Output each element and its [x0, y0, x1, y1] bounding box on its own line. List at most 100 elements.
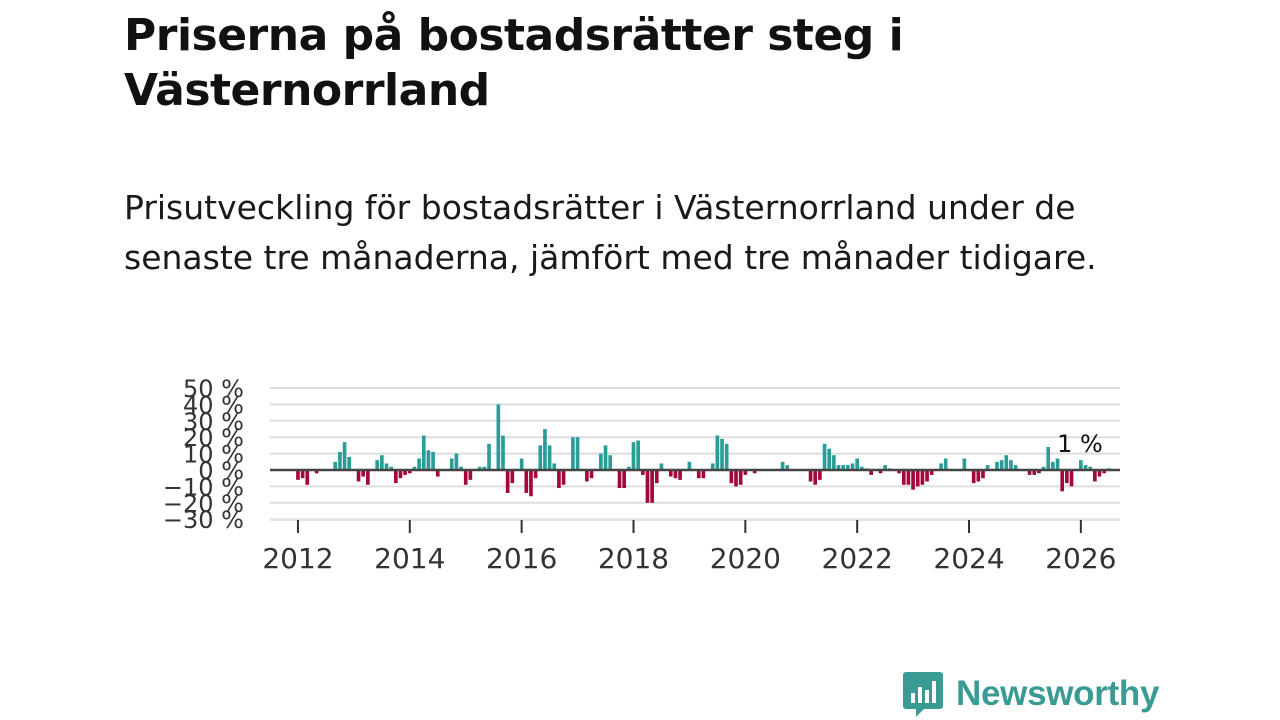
chart-title: Priserna på bostadsrätter steg i Västern… — [124, 10, 904, 116]
brand-name: Newsworthy — [956, 674, 1160, 713]
bar — [673, 470, 678, 479]
bar — [356, 470, 361, 482]
bar — [710, 463, 715, 470]
bar — [738, 470, 743, 485]
bar — [981, 470, 985, 479]
bar — [599, 453, 603, 470]
bar — [1060, 470, 1065, 492]
bar — [645, 470, 650, 503]
bar — [510, 470, 515, 484]
bar — [398, 470, 403, 479]
bar — [822, 443, 827, 470]
bar — [496, 404, 501, 470]
y-tick-label: −30 % — [163, 506, 244, 534]
bar — [407, 470, 412, 474]
y-tick-label: 40 % — [183, 391, 244, 419]
bar — [780, 461, 785, 470]
x-tick-label: 2020 — [710, 542, 781, 575]
bar — [589, 470, 594, 479]
bar — [850, 463, 855, 470]
bar — [678, 470, 682, 480]
bar — [687, 461, 692, 470]
bar — [603, 445, 608, 470]
x-tick-label: 2022 — [822, 542, 893, 575]
newsworthy-logo-icon — [903, 672, 943, 717]
y-tick-label: 10 % — [183, 441, 244, 469]
x-tick-label: 2012 — [262, 542, 333, 575]
bar — [533, 470, 538, 479]
bar — [627, 466, 631, 470]
bar — [654, 470, 659, 484]
bar — [836, 465, 841, 470]
bar — [333, 461, 338, 470]
bar — [734, 470, 738, 487]
bar — [608, 455, 613, 470]
bar — [659, 463, 664, 470]
bar — [696, 470, 701, 479]
bar — [426, 450, 431, 470]
bar — [1079, 460, 1083, 470]
bar — [883, 465, 887, 470]
bar — [920, 470, 925, 485]
bar — [1069, 470, 1074, 487]
bar — [743, 470, 748, 475]
bar — [1032, 470, 1037, 475]
bar — [976, 470, 981, 482]
bar — [911, 470, 915, 490]
bar — [785, 465, 790, 470]
bar — [901, 470, 906, 485]
bar — [617, 470, 622, 489]
y-axis-labels: 50 %40 %30 %20 %10 %0 %−10 %−20 %−30 % — [163, 375, 244, 534]
x-tick-label: 2024 — [933, 542, 1004, 575]
x-tick-label: 2018 — [598, 542, 669, 575]
bar — [524, 470, 529, 493]
bar — [543, 429, 547, 470]
bar — [855, 458, 859, 470]
bar — [650, 470, 654, 503]
x-tick-label: 2026 — [1045, 542, 1116, 575]
bar — [519, 458, 524, 470]
bar — [487, 443, 491, 470]
bar — [1037, 470, 1041, 474]
bar — [384, 463, 389, 470]
bar — [841, 465, 846, 470]
y-tick-label: 20 % — [183, 424, 244, 452]
bar — [869, 470, 873, 475]
bar — [943, 458, 948, 470]
y-tick-label: 0 % — [198, 457, 244, 485]
bar — [575, 437, 580, 470]
bar — [1097, 470, 1102, 477]
bar — [552, 463, 557, 470]
newsworthy-logo: Newsworthy — [902, 670, 1159, 718]
bar — [729, 470, 734, 484]
bar — [393, 470, 398, 484]
bar — [571, 437, 575, 470]
y-tick-label: 30 % — [183, 408, 244, 436]
bar — [827, 448, 832, 470]
bar — [305, 470, 310, 485]
bar — [1055, 458, 1060, 470]
bar — [724, 443, 729, 470]
x-tick-label: 2016 — [486, 542, 557, 575]
bar — [389, 466, 393, 470]
bar — [985, 465, 990, 470]
gridlines — [270, 387, 1120, 521]
bar — [477, 466, 482, 470]
y-tick-label: −20 % — [163, 490, 244, 518]
bar — [459, 466, 463, 470]
bar — [808, 470, 813, 482]
bar — [668, 470, 673, 477]
bar — [403, 470, 407, 475]
chart-subtitle: Prisutveckling för bostadsrätter i Väste… — [124, 188, 1097, 277]
bar — [421, 435, 426, 470]
bar — [431, 451, 435, 470]
bar — [929, 470, 934, 475]
bar — [468, 470, 473, 480]
bar — [818, 470, 822, 480]
bar — [547, 445, 552, 470]
bar — [463, 470, 468, 485]
bar — [505, 470, 510, 493]
bar — [999, 460, 1004, 470]
bar — [347, 456, 352, 470]
bar — [361, 470, 366, 477]
